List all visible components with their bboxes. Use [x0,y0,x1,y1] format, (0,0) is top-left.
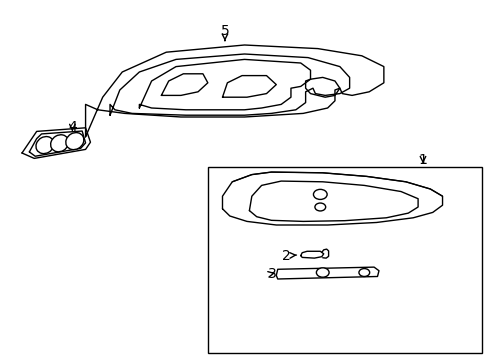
Circle shape [314,203,325,211]
Text: 5: 5 [220,24,229,40]
Ellipse shape [36,136,54,154]
Bar [207,167,481,353]
Text: 2: 2 [282,249,296,262]
Text: 1: 1 [418,153,427,167]
Ellipse shape [51,135,68,152]
Circle shape [316,268,328,277]
Ellipse shape [66,132,83,150]
Text: 4: 4 [68,120,77,134]
Circle shape [358,269,369,276]
Text: 3: 3 [267,267,276,280]
Circle shape [313,189,326,199]
